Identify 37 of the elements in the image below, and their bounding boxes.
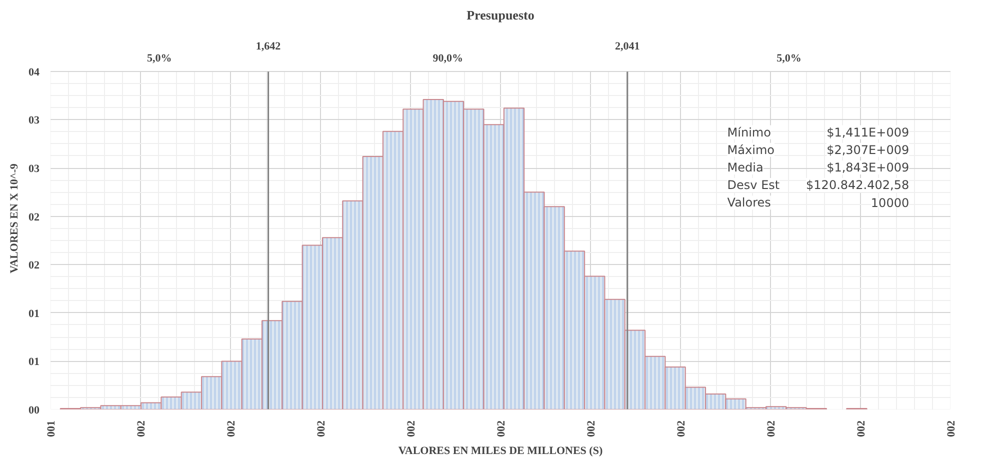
x-tick-label: 002 (496, 420, 508, 437)
y-axis-title: VALORES EN X 10^-9 (8, 163, 20, 274)
x-tick-label: 002 (856, 420, 868, 437)
annotation: $2,307E+009 (826, 142, 910, 157)
x-tick-label: 002 (766, 420, 778, 437)
annotation: Media (727, 160, 764, 174)
x-tick-label: 001 (46, 420, 58, 437)
x-tick-label: 002 (316, 420, 328, 437)
annotation: Mínimo (727, 125, 771, 140)
text: 90,0% (432, 52, 463, 65)
y-tick-label: 00 (28, 404, 40, 416)
x-tick-label: 002 (406, 420, 418, 437)
annotation: Desv Est (727, 178, 780, 192)
annotation: Máximo (727, 142, 774, 157)
x-tick-label: 002 (226, 420, 238, 437)
y-tick-label: 01 (28, 356, 40, 368)
y-tick-label: 03 (28, 114, 40, 127)
x-tick-label: 002 (136, 420, 148, 437)
text: 5,0% (147, 52, 172, 65)
x-tick-label: 002 (946, 420, 958, 437)
text: 5,0% (776, 52, 802, 65)
annotation: 10000 (870, 196, 910, 210)
annotation: $1,843E+009 (826, 160, 910, 174)
annotation: $120.842.402,58 (806, 178, 910, 192)
ref-line-label: 1,642 (256, 40, 282, 52)
x-tick-label: 002 (586, 420, 598, 437)
y-tick-label: 03 (28, 163, 40, 176)
x-tick-label: 002 (676, 420, 688, 437)
annotation: Valores (727, 196, 771, 210)
y-tick-label: 04 (28, 66, 40, 78)
x-axis-title: VALORES EN MILES DE MILLONES (S) (398, 445, 603, 457)
ref-line-label: 2,041 (615, 40, 640, 52)
y-tick-label: 01 (28, 308, 40, 320)
chart-title: Presupuesto (466, 8, 534, 22)
y-tick-label: 02 (28, 260, 40, 272)
annotation: $1,411E+009 (826, 125, 910, 140)
y-tick-label: 02 (28, 211, 40, 224)
